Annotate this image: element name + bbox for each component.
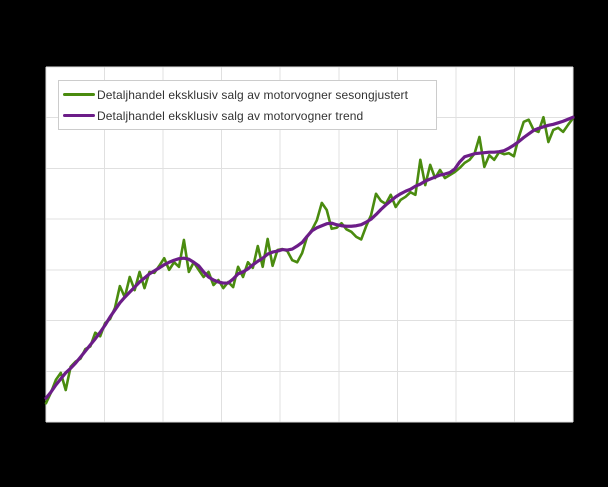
chart-legend: Detaljhandel eksklusiv salg av motorvogn… xyxy=(58,80,437,130)
legend-label-seasonally-adjusted: Detaljhandel eksklusiv salg av motorvogn… xyxy=(97,87,409,102)
legend-line-swatch-purple xyxy=(63,114,95,117)
legend-item-seasonally-adjusted[interactable]: Detaljhandel eksklusiv salg av motorvogn… xyxy=(63,85,432,105)
series-trend-line xyxy=(44,115,575,400)
legend-item-trend[interactable]: Detaljhandel eksklusiv salg av motorvogn… xyxy=(63,106,432,126)
legend-line-swatch-green xyxy=(63,93,95,96)
legend-label-trend: Detaljhandel eksklusiv salg av motorvogn… xyxy=(97,108,364,123)
